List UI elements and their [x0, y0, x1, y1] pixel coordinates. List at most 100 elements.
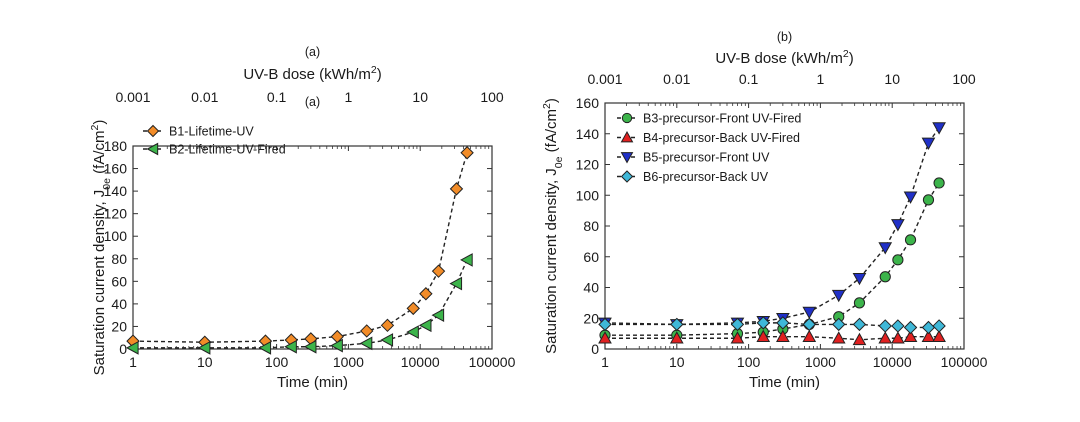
data-point — [406, 301, 420, 316]
panel-label: (a) — [305, 45, 320, 59]
data-point — [460, 253, 473, 267]
data-point — [598, 317, 612, 332]
legend-label: B3-precursor-Front UV-Fired — [643, 112, 801, 126]
y-tick-label: 60 — [111, 273, 127, 289]
top-tick-label: 0.1 — [739, 71, 759, 87]
data-point — [380, 318, 395, 333]
x-tick-label: 100 — [737, 354, 761, 370]
series-2 — [125, 253, 473, 355]
data-point — [831, 331, 846, 344]
x-tick-label: 10 — [669, 354, 685, 370]
data-point — [921, 329, 936, 342]
top-tick-label: 0.01 — [663, 71, 690, 87]
top-tick-label: 100 — [480, 89, 504, 105]
data-point — [852, 332, 867, 346]
top-axis-title: UV-B dose (kWh/m2) — [243, 64, 381, 83]
y-tick-label: 80 — [583, 218, 599, 234]
y-tick-label: 60 — [583, 249, 599, 265]
data-point — [598, 331, 612, 344]
data-point — [730, 331, 745, 344]
data-point — [892, 254, 904, 266]
data-point — [922, 194, 935, 206]
data-point — [853, 297, 866, 309]
data-point — [756, 316, 770, 330]
data-point — [669, 331, 684, 344]
y-tick-label: 180 — [104, 138, 128, 154]
y-tick-label: 160 — [104, 161, 128, 177]
top-tick-label: 1 — [345, 89, 353, 105]
data-point — [419, 287, 433, 301]
panel-label: (b) — [777, 30, 792, 44]
data-point — [878, 319, 892, 333]
top-tick-label: 0.001 — [587, 71, 622, 87]
x-tick-label: 10 — [197, 354, 213, 370]
data-point — [891, 319, 905, 333]
y-tick-label: 120 — [104, 206, 128, 222]
x-tick-label: 100000 — [469, 354, 516, 370]
data-point — [460, 146, 474, 160]
data-point — [933, 177, 945, 189]
legend-label: B2-Lifetime-UV-Fired — [169, 143, 286, 157]
data-point — [756, 329, 771, 342]
data-point — [802, 329, 817, 342]
top-tick-label: 100 — [952, 71, 976, 87]
data-point — [776, 316, 790, 330]
top-tick-label: 0.01 — [191, 89, 218, 105]
y-tick-label: 80 — [111, 251, 127, 267]
top-axis-title: UV-B dose (kWh/m2) — [715, 48, 853, 67]
data-point — [431, 264, 446, 278]
data-point — [831, 289, 846, 303]
legend-label: B4-precursor-Back UV-Fired — [643, 131, 800, 145]
top-tick-label: 10 — [884, 71, 900, 87]
data-point — [284, 339, 297, 354]
data-point — [903, 329, 918, 342]
panel-b: (b)UV-B dose (kWh/m2)1 10 100 1000 10000 1000… — [541, 30, 988, 391]
data-point — [802, 317, 816, 332]
y-axis-title: Saturation current density, J0e (fA/cm2) — [541, 98, 565, 354]
legend-marker — [146, 142, 159, 156]
data-point — [406, 325, 419, 339]
x-axis-title: Time (min) — [749, 374, 820, 391]
data-point — [431, 308, 445, 323]
top-tick-label: 10 — [412, 89, 428, 105]
legend-label: B6-precursor-Back UV — [643, 170, 769, 184]
data-point — [258, 341, 272, 355]
data-point — [802, 306, 817, 320]
data-point — [359, 336, 373, 351]
legend-marker — [620, 170, 634, 183]
legend-label: B1-Lifetime-UV — [169, 125, 254, 139]
series-4 — [598, 316, 946, 335]
y-tick-label: 160 — [576, 95, 600, 111]
legend-label: B5-precursor-Front UV — [643, 151, 770, 165]
y-tick-label: 40 — [583, 280, 599, 296]
y-tick-label: 120 — [576, 157, 600, 173]
data-point — [932, 122, 946, 135]
data-point — [418, 318, 432, 333]
y-tick-label: 0 — [119, 341, 127, 357]
data-point — [878, 242, 893, 255]
data-point — [932, 319, 946, 333]
x-tick-label: 100 — [265, 354, 289, 370]
data-point — [879, 271, 891, 283]
data-point — [921, 320, 936, 335]
data-point — [730, 317, 745, 332]
x-tick-label: 1 — [601, 354, 609, 370]
data-point — [891, 219, 905, 232]
x-tick-label: 10000 — [873, 354, 912, 370]
y-tick-label: 40 — [111, 296, 127, 312]
data-point — [932, 329, 946, 342]
x-tick-label: 100000 — [941, 354, 988, 370]
series-line — [605, 182, 940, 336]
y-tick-label: 20 — [111, 318, 127, 334]
legend-marker — [620, 130, 634, 143]
y-tick-label: 140 — [104, 183, 128, 199]
data-point — [891, 331, 905, 344]
data-point — [878, 331, 893, 344]
legend-marker — [621, 112, 633, 124]
data-point — [903, 191, 918, 204]
data-point — [904, 234, 917, 246]
series-1 — [599, 177, 945, 341]
data-point — [449, 182, 464, 196]
panel-label-inner: (a) — [305, 95, 320, 109]
